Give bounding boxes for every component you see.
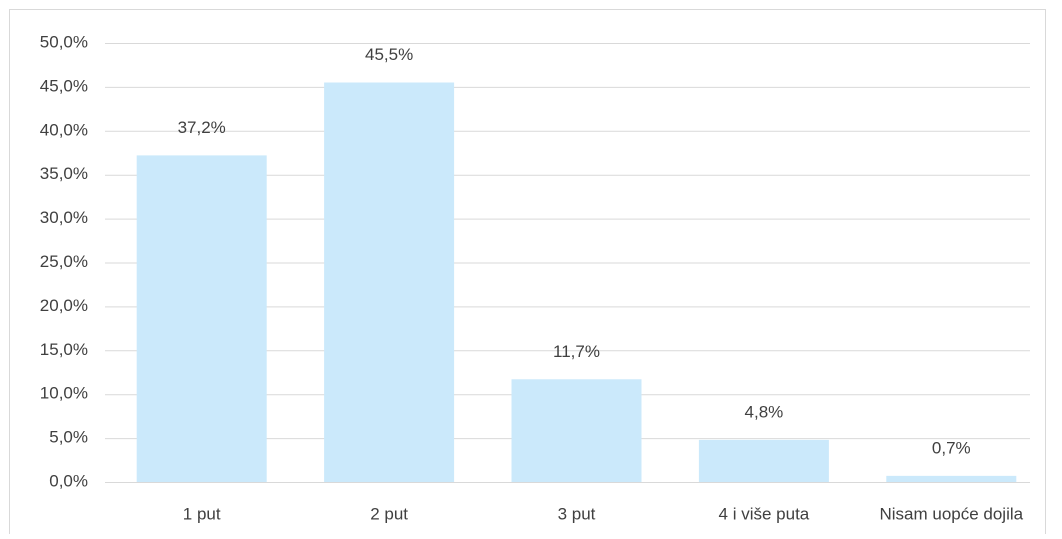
y-tick-label: 20,0%: [40, 296, 88, 315]
y-tick-label: 5,0%: [49, 428, 88, 447]
x-tick-label: Nisam uopće dojila: [879, 504, 1023, 523]
x-tick-label: 1 put: [183, 504, 221, 523]
chart-border: [9, 9, 1046, 539]
y-tick-label: 25,0%: [40, 252, 88, 271]
y-tick-label: 10,0%: [40, 384, 88, 403]
y-tick-label: 0,0%: [49, 471, 88, 490]
data-label: 4,8%: [745, 402, 784, 421]
y-tick-label: 50,0%: [40, 32, 88, 51]
data-label: 45,5%: [365, 45, 413, 64]
bar: [698, 439, 829, 482]
x-tick-label: 2 put: [370, 504, 408, 523]
x-tick-label: 3 put: [558, 504, 596, 523]
y-tick-label: 40,0%: [40, 120, 88, 139]
bar: [886, 475, 1017, 482]
data-label: 0,7%: [932, 438, 971, 457]
data-label: 11,7%: [553, 342, 600, 361]
y-tick-label: 15,0%: [40, 340, 88, 359]
y-tick-label: 35,0%: [40, 164, 88, 183]
bar: [136, 155, 267, 482]
bar: [324, 82, 455, 482]
x-tick-label: 4 i više puta: [719, 504, 810, 523]
bar: [511, 379, 642, 482]
y-tick-label: 45,0%: [40, 76, 88, 95]
data-label: 37,2%: [178, 118, 226, 137]
y-tick-label: 30,0%: [40, 208, 88, 227]
